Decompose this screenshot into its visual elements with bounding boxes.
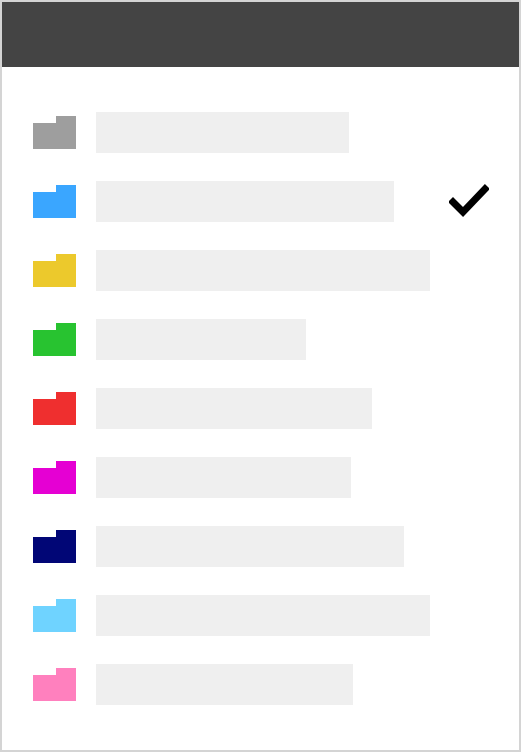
folder-color-option[interactable] (2, 388, 519, 430)
folder-color-option[interactable] (2, 319, 519, 361)
folder-icon (33, 599, 76, 632)
folder-color-option[interactable] (2, 664, 519, 706)
folder-label (96, 112, 349, 153)
checkmark-icon (448, 184, 490, 218)
folder-icon (33, 254, 76, 287)
folder-icon (33, 668, 76, 701)
folder-color-option[interactable] (2, 181, 519, 223)
header-bar (2, 2, 519, 67)
folder-color-option[interactable] (2, 112, 519, 154)
folder-label (96, 250, 430, 291)
folder-icon (33, 323, 76, 356)
folder-label (96, 319, 306, 360)
folder-icon (33, 116, 76, 149)
folder-label (96, 388, 372, 429)
folder-icon (33, 530, 76, 563)
folder-color-option[interactable] (2, 250, 519, 292)
folder-color-option[interactable] (2, 457, 519, 499)
folder-icon (33, 461, 76, 494)
folder-icon (33, 392, 76, 425)
folder-icon (33, 185, 76, 218)
folder-label (96, 181, 394, 222)
folder-label (96, 595, 430, 636)
folder-label (96, 526, 404, 567)
folder-color-option[interactable] (2, 595, 519, 637)
folder-label (96, 457, 351, 498)
folder-label (96, 664, 353, 705)
folder-color-option[interactable] (2, 526, 519, 568)
